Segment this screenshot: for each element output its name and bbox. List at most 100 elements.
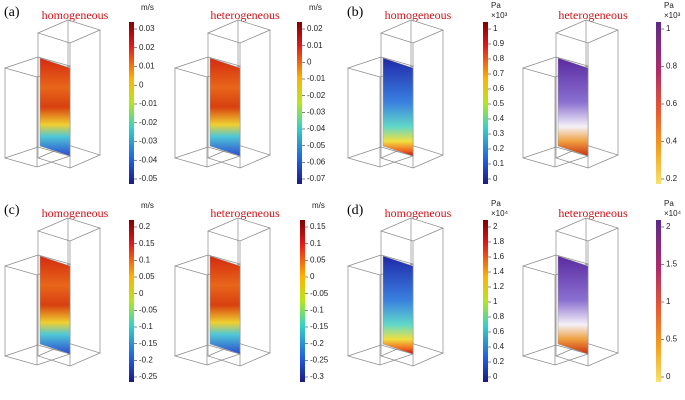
colorbar-tick-label: 1 (493, 297, 498, 306)
colorbar (656, 220, 661, 382)
colorbar-tick-label: -0.03 (307, 107, 326, 116)
colorbar-tick-label: 0.01 (139, 62, 155, 71)
colorbar-tick-label: -0.05 (139, 174, 158, 183)
colorbar-tick-label: 0.8 (666, 62, 678, 71)
box-edge (379, 19, 445, 44)
colorbar-tick-label: -0.01 (307, 74, 326, 83)
colorbar-tick-label: 0 (139, 289, 144, 298)
colorbar-tick-label: -0.05 (307, 141, 326, 150)
colorbar-tick-label: 1 (493, 24, 498, 33)
colorbar-tick-label: 0.05 (139, 272, 155, 281)
colorbar-unit: m/s (141, 3, 154, 12)
colorbar-tick-label: 0.2 (493, 144, 505, 153)
field-slab (39, 255, 71, 355)
colorbar-unit: Pa (664, 199, 674, 208)
colorbar-unit: m/s (312, 201, 325, 210)
colorbar-tick-label: 0 (666, 372, 671, 381)
colorbar-tick-label: 1.6 (493, 252, 505, 261)
colorbar-scale: ×10⁴ (491, 209, 509, 218)
colorbar (483, 22, 488, 184)
colorbar-unit: m/s (309, 3, 322, 12)
colorbar-tick-label: 0.15 (310, 222, 326, 231)
plot-title: heterogeneous (210, 206, 280, 220)
box-edge (554, 217, 620, 242)
colorbar-tick-label: 0.4 (493, 114, 505, 123)
box-edge (36, 217, 102, 242)
colorbar-scale: ×10⁴ (664, 209, 682, 218)
colorbar-tick-label: 0.05 (310, 255, 326, 264)
field-slab (557, 57, 589, 157)
colorbar-tick-label: 1.8 (493, 237, 505, 246)
colorbar-tick-label: 0.6 (666, 99, 678, 108)
box-edge (554, 19, 620, 44)
box-edge (206, 217, 272, 242)
colorbar-tick-label: 0.15 (139, 239, 155, 248)
colorbar-tick-label: 0.4 (493, 342, 505, 351)
field-slab (557, 255, 589, 355)
colorbar-tick-label: 0.02 (307, 24, 323, 33)
colorbar-tick-label: -0.06 (307, 157, 326, 166)
panel-label: (c) (4, 203, 20, 218)
colorbar-unit: Pa (664, 1, 674, 10)
box-edge (206, 19, 272, 44)
colorbar (297, 22, 302, 184)
colorbar-tick-label: -0.1 (139, 322, 153, 331)
colorbar-tick-label: 2 (493, 222, 498, 231)
colorbar-tick-label: 0.6 (493, 84, 505, 93)
box-edge (36, 19, 102, 44)
colorbar-tick-label: 0.4 (666, 137, 678, 146)
panel-label: (d) (347, 203, 364, 218)
colorbar-tick-label: 0.1 (139, 255, 151, 264)
colorbar-tick-label: -0.25 (139, 372, 158, 381)
plot-title: homogeneous (42, 206, 109, 220)
field-slab (209, 255, 241, 355)
colorbar-unit: Pa (491, 199, 501, 208)
colorbar-tick-label: -0.1 (310, 305, 324, 314)
colorbar-tick-label: 0.02 (139, 43, 155, 52)
colorbar-tick-label: 0.01 (307, 41, 323, 50)
field-slab (382, 255, 414, 355)
colorbar-tick-label: -0.05 (310, 289, 329, 298)
colorbar-tick-label: 0.8 (493, 312, 505, 321)
colorbar (300, 220, 305, 382)
colorbar-tick-label: -0.2 (139, 355, 153, 364)
colorbar-unit: m/s (141, 201, 154, 210)
colorbar-tick-label: -0.2 (310, 339, 324, 348)
colorbar (483, 220, 488, 382)
colorbar-unit: Pa (491, 1, 501, 10)
colorbar-tick-label: 0.3 (493, 129, 505, 138)
colorbar-tick-label: -0.25 (310, 355, 329, 364)
colorbar-tick-label: 1 (666, 24, 671, 33)
colorbar-tick-label: 0.03 (139, 24, 155, 33)
colorbar-tick-label: -0.02 (139, 118, 158, 127)
colorbar-tick-label: 0.2 (666, 174, 678, 183)
colorbar-tick-label: 0.8 (493, 54, 505, 63)
plot-title: heterogeneous (558, 206, 628, 220)
colorbar-tick-label: 0.5 (666, 335, 678, 344)
plot-title: homogeneous (385, 206, 452, 220)
colorbar-scale: ×10³ (664, 11, 681, 20)
colorbar-tick-label: 0 (307, 57, 312, 66)
panel-label: (a) (4, 5, 20, 20)
plot-title: heterogeneous (210, 8, 280, 22)
colorbar-tick-label: 0.1 (493, 159, 505, 168)
colorbar-tick-label: -0.3 (310, 372, 324, 381)
plot-title: homogeneous (42, 8, 109, 22)
colorbar-tick-label: -0.15 (310, 322, 329, 331)
colorbar-tick-label: 0.7 (493, 69, 505, 78)
box-edge (379, 217, 445, 242)
colorbar-tick-label: -0.15 (139, 339, 158, 348)
colorbar (656, 22, 661, 184)
colorbar-tick-label: -0.07 (307, 174, 326, 183)
colorbar-tick-label: -0.05 (139, 305, 158, 314)
colorbar (129, 220, 134, 382)
colorbar-tick-label: -0.04 (139, 155, 158, 164)
colorbar-tick-label: 0.5 (493, 99, 505, 108)
colorbar-tick-label: -0.03 (139, 137, 158, 146)
colorbar-tick-label: 0.2 (493, 357, 505, 366)
colorbar-tick-label: -0.01 (139, 99, 158, 108)
colorbar-tick-label: 1.5 (666, 260, 678, 269)
colorbar-tick-label: -0.02 (307, 91, 326, 100)
colorbar-tick-label: 1 (666, 297, 671, 306)
colorbar (129, 22, 134, 184)
